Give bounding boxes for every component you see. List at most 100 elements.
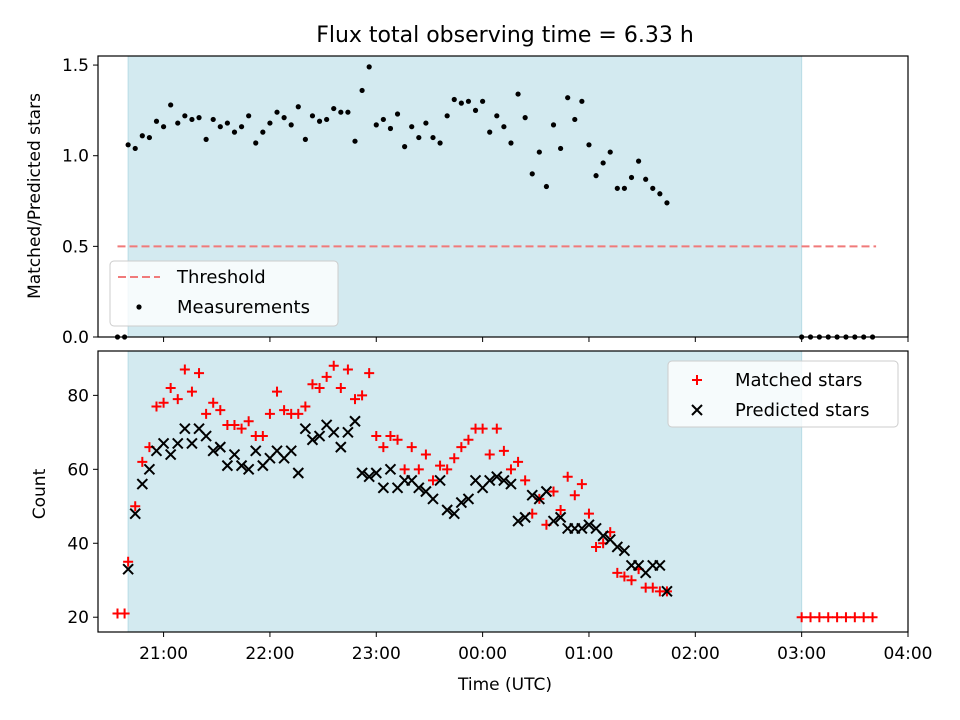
- matched-star-point: [279, 405, 290, 416]
- x-tick-label: 22:00: [245, 644, 294, 664]
- matched-star-point: [385, 431, 396, 442]
- measurement-point: [458, 100, 464, 106]
- predicted-star-point: [235, 459, 248, 472]
- predicted-star-point: [654, 559, 666, 572]
- measurement-point: [281, 115, 287, 121]
- predicted-star-point: [228, 448, 241, 461]
- predicted-star-point: [328, 426, 340, 439]
- matched-star-point: [420, 449, 431, 460]
- predicted-star-point: [384, 463, 397, 476]
- matched-star-point: [840, 612, 851, 623]
- matched-star-point: [264, 408, 275, 419]
- measurement-point: [444, 113, 450, 119]
- x-tick-label: 00:00: [458, 644, 507, 664]
- legend-predicted-swatch: [691, 404, 703, 416]
- legend-matched-swatch: [692, 375, 702, 385]
- top-legend: Threshold Measurements: [109, 260, 339, 327]
- predicted-star-point: [200, 430, 212, 442]
- predicted-star-point: [377, 482, 390, 494]
- matched-star-point: [591, 541, 602, 552]
- measurement-point: [416, 134, 422, 141]
- predicted-star-point: [299, 422, 312, 435]
- matched-star-point: [300, 401, 311, 412]
- matched-star-point: [378, 442, 389, 453]
- measurement-point: [203, 136, 209, 142]
- measurement-point: [366, 64, 372, 70]
- matched-star-point: [832, 612, 843, 623]
- matched-star-point: [321, 371, 332, 382]
- measurement-point: [338, 109, 344, 115]
- measurement-point: [621, 185, 628, 191]
- matched-star-point: [849, 612, 860, 623]
- x-tick-label: 21:00: [139, 644, 188, 664]
- predicted-star-point: [462, 493, 475, 505]
- matched-star-point: [357, 390, 368, 401]
- bottom-y-tick-label: 40: [67, 534, 89, 554]
- matched-star-point: [449, 453, 460, 464]
- matched-star-point: [612, 567, 623, 578]
- matched-star-point: [236, 423, 247, 434]
- matched-star-point: [399, 464, 410, 475]
- predicted-star-point: [434, 474, 446, 487]
- matched-star-point: [179, 364, 190, 375]
- predicted-star-point: [597, 530, 609, 542]
- x-tick-label: 03:00: [777, 644, 826, 664]
- matched-star-point: [186, 386, 197, 397]
- matched-star-point: [484, 449, 495, 460]
- bottom-y-axis-title: Count: [30, 468, 50, 519]
- measurement-point: [558, 145, 564, 152]
- predicted-star-point: [413, 482, 425, 494]
- matched-star-point: [151, 401, 162, 412]
- matched-star-point: [257, 431, 268, 442]
- matched-star-point: [364, 368, 375, 379]
- measurement-point: [238, 124, 245, 130]
- measurement-point: [309, 113, 316, 119]
- bottom-legend: Matched stars Predicted stars: [667, 360, 899, 428]
- measurement-point: [394, 111, 401, 117]
- measurement-point: [480, 98, 486, 104]
- x-tick-label: 04:00: [884, 644, 933, 664]
- matched-star-point: [569, 490, 580, 501]
- predicted-star-point: [427, 493, 439, 505]
- matched-star-point: [858, 612, 869, 623]
- measurement-point: [536, 149, 542, 155]
- matched-star-point: [498, 445, 509, 456]
- measurement-point: [643, 176, 649, 182]
- predicted-star-point: [285, 445, 297, 457]
- predicted-star-point: [292, 467, 304, 479]
- matched-star-point: [548, 486, 559, 497]
- matched-star-point: [208, 397, 219, 408]
- matched-star-point: [119, 608, 130, 619]
- predicted-star-point: [349, 415, 361, 427]
- measurement-point: [146, 134, 153, 141]
- bottom-legend-box: [667, 360, 899, 428]
- measurement-point: [451, 96, 457, 103]
- legend-measurements-label: Measurements: [177, 297, 310, 318]
- measurement-point: [657, 191, 663, 197]
- matched-star-point: [335, 382, 346, 393]
- measurement-point: [437, 140, 443, 146]
- legend-measurements-swatch: [136, 304, 142, 310]
- measurement-point: [508, 140, 514, 146]
- measurement-point: [614, 185, 620, 191]
- measurement-point: [352, 138, 358, 144]
- top-y-tick-label: 0.0: [62, 328, 89, 348]
- bottom-panel: 20 40 60 80 21:00 22:00 23:00 00:00 01:00 02:00 03…: [67, 350, 933, 664]
- matched-star-point: [392, 434, 403, 445]
- measurement-point: [345, 109, 351, 115]
- measurement-point: [550, 122, 557, 128]
- measurement-point: [664, 200, 670, 206]
- predicted-star-point: [583, 519, 595, 531]
- bottom-axes-frame: [97, 350, 909, 633]
- x-tick-label: 23:00: [352, 644, 401, 664]
- predicted-star-point: [207, 445, 219, 457]
- matched-star-point: [576, 479, 587, 490]
- matched-star-point: [371, 431, 382, 442]
- matched-star-point: [172, 394, 183, 405]
- predicted-star-point: [526, 489, 538, 501]
- measurement-point: [267, 120, 273, 126]
- measurement-point: [295, 104, 301, 110]
- predicted-star-point: [186, 437, 198, 450]
- top-series-0: [114, 64, 876, 340]
- matched-star-point: [328, 360, 339, 371]
